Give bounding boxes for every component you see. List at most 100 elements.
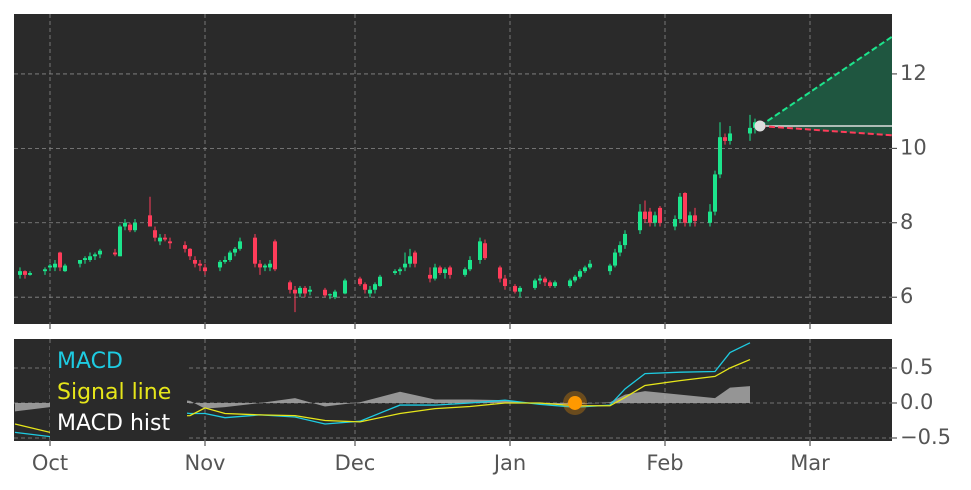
candle-body — [288, 282, 292, 290]
candle-body — [328, 294, 332, 296]
candle-body — [263, 265, 267, 268]
candle-body — [298, 287, 302, 294]
series-line — [14, 342, 751, 438]
x-tick-label: Dec — [335, 451, 376, 475]
candle-body — [168, 241, 172, 244]
candle-body — [158, 237, 162, 242]
y-tick-label: 10 — [900, 135, 927, 159]
candle-body — [93, 254, 97, 257]
candle-body — [613, 252, 617, 266]
legend-label: MACD hist — [57, 411, 170, 436]
candle-body — [693, 215, 697, 221]
candle-body — [378, 276, 382, 287]
candle-body — [238, 241, 242, 249]
candle-body — [728, 133, 732, 141]
candle-body — [408, 256, 412, 264]
candle-body — [363, 284, 367, 290]
candle-body — [503, 278, 507, 287]
y-tick-label: 6 — [900, 284, 913, 308]
candle-body — [133, 222, 137, 231]
series-line — [14, 358, 751, 434]
candle-body — [308, 289, 312, 292]
y-tick-label: 12 — [900, 61, 927, 85]
forecast-band — [760, 36, 892, 136]
candle-body — [128, 224, 132, 231]
candle-body — [23, 271, 27, 275]
candle-body — [413, 252, 417, 264]
candle-body — [623, 233, 627, 246]
candle-body — [483, 243, 487, 259]
candle-body — [438, 267, 442, 274]
x-tick-label: Jan — [492, 451, 526, 475]
legend-box — [50, 344, 187, 440]
candle-body — [53, 263, 57, 268]
candle-body — [118, 226, 122, 257]
candle-body — [578, 271, 582, 277]
candle-body — [203, 267, 207, 272]
candle-body — [658, 207, 662, 223]
candle-body — [218, 261, 222, 268]
candle-body — [83, 258, 87, 260]
candle-body — [28, 273, 32, 275]
candle-body — [433, 267, 437, 279]
hist-area — [15, 386, 750, 412]
candle-body — [573, 276, 577, 281]
candle-body — [538, 278, 542, 281]
x-tick-label: Mar — [790, 451, 830, 475]
legend-label: MACD — [57, 349, 123, 374]
candle-body — [533, 280, 537, 288]
candle-body — [253, 237, 257, 264]
candle-body — [553, 282, 557, 287]
legend-label: Signal line — [57, 380, 171, 405]
candle-body — [343, 280, 347, 294]
y-tick-label: 8 — [900, 210, 913, 234]
candle-body — [713, 174, 717, 212]
y-tick-label: 0.5 — [900, 355, 933, 379]
candle-body — [193, 259, 197, 264]
candle-body — [123, 222, 127, 227]
candle-body — [333, 291, 337, 298]
candle-body — [673, 219, 677, 227]
candle-body — [618, 245, 622, 253]
candle-body — [113, 252, 117, 255]
candle-body — [368, 289, 372, 294]
candle-body — [748, 127, 752, 134]
candle-body — [708, 211, 712, 223]
candle-body — [543, 278, 547, 283]
candle-body — [163, 237, 167, 240]
candle-body — [683, 193, 687, 223]
candle-body — [233, 248, 237, 253]
candle-body — [443, 269, 447, 274]
candle-body — [428, 274, 432, 279]
y-tick-label: 0.0 — [900, 390, 933, 414]
candle-body — [303, 287, 307, 294]
price-panel — [14, 14, 892, 324]
candle-body — [568, 280, 572, 287]
candle-body — [188, 248, 192, 257]
candle-body — [518, 287, 522, 292]
candle-body — [643, 211, 647, 220]
candle-body — [468, 259, 472, 270]
candle-body — [448, 267, 452, 275]
candle-body — [153, 230, 157, 238]
candle-body — [638, 211, 642, 231]
candle-body — [268, 263, 272, 268]
candle-body — [718, 137, 722, 175]
candle-body — [228, 252, 232, 260]
candle-body — [43, 269, 47, 272]
marker — [568, 395, 582, 410]
candle-body — [583, 267, 587, 272]
candle-body — [398, 269, 402, 272]
candle-body — [498, 267, 502, 279]
candle-body — [63, 265, 67, 272]
candle-body — [688, 215, 692, 223]
x-tick-label: Oct — [32, 451, 68, 475]
x-tick-label: Feb — [646, 451, 683, 475]
candle-body — [88, 256, 92, 260]
candle-body — [358, 278, 362, 285]
y-tick-label: −0.5 — [900, 425, 951, 449]
candle-body — [373, 284, 377, 290]
candle-body — [513, 286, 517, 292]
candle-body — [588, 263, 592, 268]
